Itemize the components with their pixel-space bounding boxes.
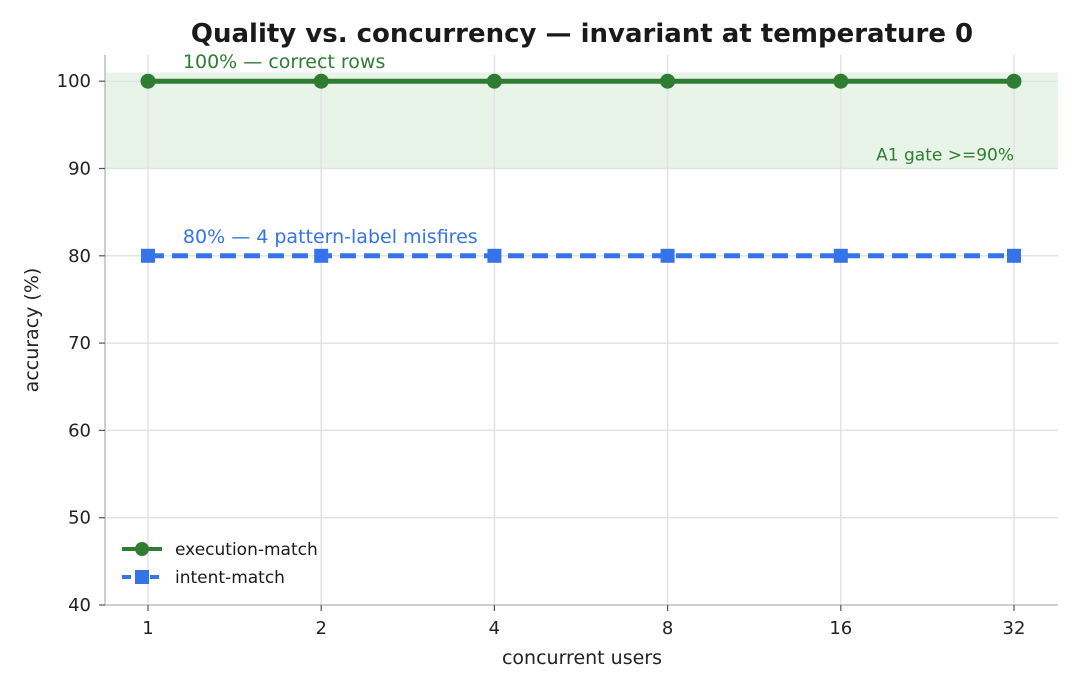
x-axis-label: concurrent users <box>502 647 662 669</box>
data-point-intent-match <box>314 248 329 263</box>
series-annotation: 100% — correct rows <box>183 51 385 73</box>
y-tick-label: 40 <box>68 595 91 616</box>
y-tick-label: 80 <box>68 246 91 267</box>
y-tick-label: 60 <box>68 420 91 441</box>
data-point-execution-match <box>660 73 676 89</box>
x-tick-label: 4 <box>489 618 500 639</box>
data-point-intent-match <box>141 248 155 263</box>
y-tick-label: 50 <box>68 508 91 529</box>
data-point-intent-match <box>487 248 502 263</box>
data-point-intent-match <box>833 248 848 263</box>
y-axis-label: accuracy (%) <box>21 268 43 393</box>
y-tick-label: 100 <box>57 71 91 92</box>
data-point-execution-match <box>1006 73 1022 89</box>
gate-band-label: A1 gate >=90% <box>876 145 1014 165</box>
x-tick-label: 1 <box>142 618 153 639</box>
legend-entry-label: execution-match <box>175 540 318 560</box>
y-tick-label: 90 <box>68 158 91 179</box>
data-point-execution-match <box>833 73 849 89</box>
data-point-execution-match <box>486 73 502 89</box>
series-annotation: 80% — 4 pattern-label misfires <box>183 226 478 248</box>
data-point-intent-match <box>1007 248 1021 263</box>
y-tick-label: 70 <box>68 333 91 354</box>
legend-marker <box>135 570 149 584</box>
legend-marker <box>135 542 149 556</box>
gate-band <box>105 72 1058 169</box>
chart-title: Quality vs. concurrency — invariant at t… <box>191 19 973 49</box>
x-tick-label: 8 <box>662 618 673 639</box>
x-tick-label: 2 <box>315 618 326 639</box>
data-point-execution-match <box>313 73 329 89</box>
x-tick-label: 16 <box>829 618 852 639</box>
x-tick-label: 32 <box>1003 618 1026 639</box>
data-point-intent-match <box>660 248 675 263</box>
legend-entry-label: intent-match <box>175 568 285 588</box>
data-point-execution-match <box>140 73 156 89</box>
